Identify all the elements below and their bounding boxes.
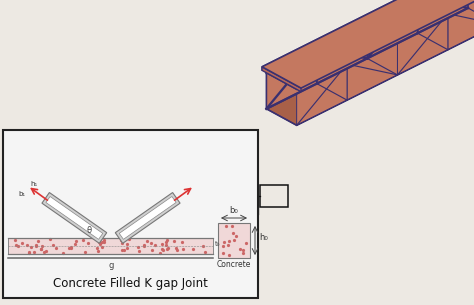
Text: t₀: t₀	[215, 241, 220, 247]
Text: b₀: b₀	[229, 206, 238, 215]
Polygon shape	[266, 8, 474, 125]
Polygon shape	[418, 0, 468, 33]
Polygon shape	[448, 0, 474, 50]
Polygon shape	[262, 67, 301, 92]
Text: Concrete Filled K gap Joint: Concrete Filled K gap Joint	[53, 277, 208, 290]
Polygon shape	[42, 192, 107, 243]
Polygon shape	[297, 64, 347, 125]
Polygon shape	[347, 39, 398, 100]
Polygon shape	[46, 196, 103, 239]
Text: h₁: h₁	[30, 181, 37, 187]
Polygon shape	[119, 196, 176, 239]
Polygon shape	[317, 22, 367, 84]
Polygon shape	[115, 192, 180, 243]
Bar	[218, 223, 250, 258]
Text: θ: θ	[86, 226, 91, 235]
Polygon shape	[398, 14, 448, 75]
Text: h₀: h₀	[259, 234, 268, 242]
FancyBboxPatch shape	[3, 130, 258, 298]
Text: Concrete: Concrete	[217, 260, 251, 269]
Bar	[260, 185, 288, 207]
Polygon shape	[266, 48, 317, 109]
Text: b₁: b₁	[18, 191, 25, 197]
Polygon shape	[262, 0, 464, 70]
Polygon shape	[262, 0, 474, 88]
Text: g: g	[109, 261, 114, 270]
Bar	[8, 238, 213, 254]
Polygon shape	[367, 0, 418, 58]
